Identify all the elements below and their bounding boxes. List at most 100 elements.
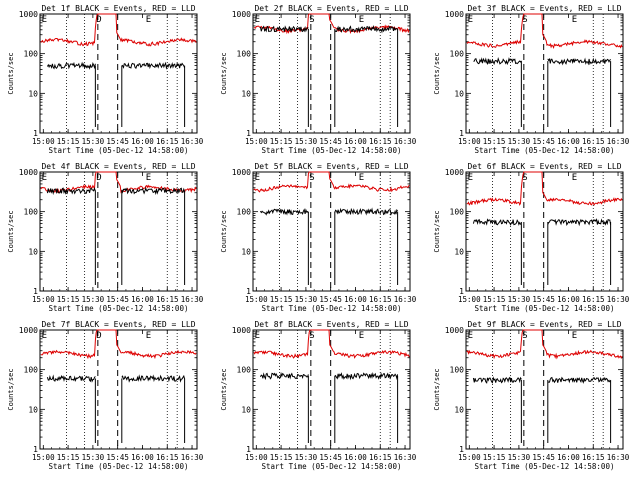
y-tick-label: 1000 bbox=[232, 326, 251, 335]
y-tick-label: 1 bbox=[246, 287, 251, 296]
x-tick-label: 15:15 bbox=[270, 295, 293, 304]
y-tick-label: 100 bbox=[24, 366, 39, 375]
y-axis-label: Counts/sec bbox=[433, 210, 441, 252]
panel-title: Det 1f BLACK = Events, RED = LLD bbox=[41, 4, 195, 13]
panel-5: Det 5f BLACK = Events, RED = LLD 1 10 100 10… bbox=[220, 162, 417, 313]
x-tick-label: 16:00 bbox=[131, 295, 154, 304]
y-tick-label: 100 bbox=[450, 50, 465, 59]
lld-series-line bbox=[466, 13, 623, 50]
x-tick-label: 16:00 bbox=[131, 137, 154, 146]
y-tick-label: 1000 bbox=[19, 168, 38, 177]
x-tick-label: 15:45 bbox=[106, 295, 129, 304]
marker-label: E bbox=[42, 331, 47, 341]
x-tick-label: 16:30 bbox=[394, 137, 417, 146]
x-tick-label: 15:15 bbox=[57, 453, 80, 462]
y-tick-label: 10 bbox=[454, 405, 464, 414]
x-tick-label: 15:15 bbox=[483, 453, 506, 462]
events-series-line bbox=[46, 374, 96, 383]
x-tick-label: 16:15 bbox=[582, 295, 605, 304]
lld-series-line bbox=[253, 171, 410, 193]
lld-series-line bbox=[40, 13, 197, 47]
y-axis-label: Counts/sec bbox=[220, 52, 228, 94]
events-series-line bbox=[259, 25, 309, 33]
x-tick-label: 15:30 bbox=[508, 295, 531, 304]
events-series-line bbox=[547, 376, 611, 384]
plot-frame bbox=[465, 329, 624, 450]
x-tick-label: 15:45 bbox=[532, 137, 555, 146]
marker-label: S bbox=[309, 173, 314, 183]
panel-7: Det 7f BLACK = Events, RED = LLD 1 10 100 10… bbox=[7, 320, 204, 471]
y-tick-label: 1000 bbox=[445, 10, 464, 19]
x-tick-label: 15:30 bbox=[508, 453, 531, 462]
marker-label: E bbox=[146, 331, 151, 341]
x-tick-label: 16:00 bbox=[557, 295, 580, 304]
x-axis-label: Start Time (05-Dec-12 14:58:00) bbox=[262, 462, 402, 471]
lld-series-line bbox=[40, 171, 197, 194]
y-tick-label: 10 bbox=[241, 247, 251, 256]
marker-label: D bbox=[96, 331, 101, 341]
panel-title: Det 5f BLACK = Events, RED = LLD bbox=[254, 162, 408, 171]
marker-label: E bbox=[572, 331, 577, 341]
events-series-line bbox=[334, 372, 399, 381]
x-tick-label: 15:45 bbox=[319, 453, 342, 462]
marker-label: E bbox=[255, 173, 260, 183]
marker-label: E bbox=[359, 173, 364, 183]
x-tick-label: 15:00 bbox=[245, 295, 268, 304]
x-tick-label: 16:00 bbox=[344, 295, 367, 304]
marker-label: S bbox=[309, 15, 314, 25]
x-tick-label: 16:30 bbox=[394, 453, 417, 462]
panel-8: Det 8f BLACK = Events, RED = LLD 1 10 100 10… bbox=[220, 320, 417, 471]
marker-label: E bbox=[359, 15, 364, 25]
x-axis-label: Start Time (05-Dec-12 14:58:00) bbox=[262, 304, 402, 313]
x-tick-label: 15:45 bbox=[106, 137, 129, 146]
marker-label: E bbox=[468, 173, 473, 183]
x-tick-label: 16:30 bbox=[181, 295, 204, 304]
y-tick-label: 1 bbox=[33, 287, 38, 296]
panel-title: Det 9f BLACK = Events, RED = LLD bbox=[467, 320, 621, 329]
y-tick-label: 1000 bbox=[19, 10, 38, 19]
x-tick-label: 15:00 bbox=[458, 137, 481, 146]
marker-label: S bbox=[309, 331, 314, 341]
x-tick-label: 15:45 bbox=[319, 295, 342, 304]
panel-title: Det 8f BLACK = Events, RED = LLD bbox=[254, 320, 408, 329]
x-tick-label: 16:30 bbox=[181, 137, 204, 146]
panel-title: Det 3f BLACK = Events, RED = LLD bbox=[467, 4, 621, 13]
y-axis-label: Counts/sec bbox=[220, 368, 228, 410]
panel-3: Det 3f BLACK = Events, RED = LLD 1 10 100 10… bbox=[433, 4, 630, 155]
events-series-line bbox=[121, 61, 186, 70]
y-tick-label: 1000 bbox=[445, 326, 464, 335]
x-tick-label: 16:30 bbox=[607, 295, 630, 304]
x-tick-label: 15:30 bbox=[82, 453, 105, 462]
y-tick-label: 10 bbox=[241, 405, 251, 414]
x-tick-label: 15:30 bbox=[82, 137, 105, 146]
lld-series-line bbox=[466, 171, 623, 206]
y-axis-label: Counts/sec bbox=[433, 52, 441, 94]
events-series-line bbox=[334, 24, 398, 34]
x-tick-label: 16:30 bbox=[181, 453, 204, 462]
y-tick-label: 1 bbox=[459, 129, 464, 138]
marker-label: E bbox=[572, 15, 577, 25]
x-tick-label: 16:15 bbox=[156, 295, 179, 304]
y-tick-label: 1000 bbox=[19, 326, 38, 335]
y-tick-label: 10 bbox=[28, 89, 38, 98]
x-axis-label: Start Time (05-Dec-12 14:58:00) bbox=[49, 304, 189, 313]
x-tick-label: 16:15 bbox=[582, 137, 605, 146]
events-series-line bbox=[472, 218, 522, 226]
y-axis-label: Counts/sec bbox=[220, 210, 228, 252]
x-axis-label: Start Time (05-Dec-12 14:58:00) bbox=[475, 304, 615, 313]
y-tick-label: 100 bbox=[450, 366, 465, 375]
x-tick-label: 15:00 bbox=[245, 453, 268, 462]
plot-frame bbox=[39, 329, 198, 450]
y-axis-label: Counts/sec bbox=[7, 210, 15, 252]
y-axis-label: Counts/sec bbox=[7, 368, 15, 410]
x-tick-label: 16:30 bbox=[394, 295, 417, 304]
x-axis-label: Start Time (05-Dec-12 14:58:00) bbox=[262, 146, 402, 155]
marker-label: D bbox=[96, 173, 101, 183]
x-tick-label: 15:30 bbox=[295, 137, 318, 146]
lld-series-line bbox=[253, 13, 410, 35]
x-tick-label: 15:15 bbox=[270, 137, 293, 146]
lld-series-line bbox=[253, 329, 410, 359]
y-tick-label: 1000 bbox=[232, 168, 251, 177]
x-axis-label: Start Time (05-Dec-12 14:58:00) bbox=[475, 462, 615, 471]
x-tick-label: 15:00 bbox=[458, 295, 481, 304]
